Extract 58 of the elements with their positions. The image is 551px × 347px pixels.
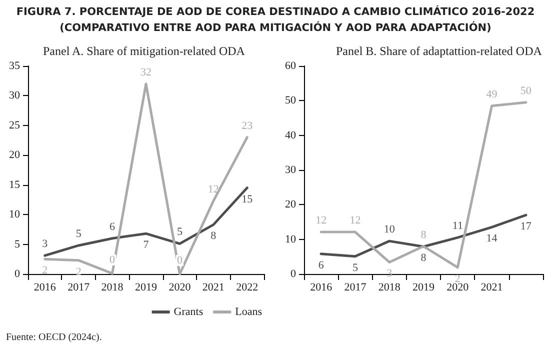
data-label: 2 [42,264,48,277]
y-tick-label: 60 [285,60,296,72]
x-tick-label: 2018 [378,282,401,294]
y-tick-label: 5 [14,238,20,250]
data-label: 49 [486,88,498,100]
x-tick-label: 2016 [310,282,333,294]
data-label: 50 [520,84,532,97]
x-tick-label: 2017 [68,282,90,294]
chart-subtitle: Panel A. Share of mitigation-related ODA [43,44,246,58]
legend-label: Grants [174,306,204,318]
y-tick-label: 30 [285,164,296,176]
data-label: 8 [420,252,427,264]
data-label: 8 [420,228,427,241]
x-tick-label: 2021 [480,282,503,294]
y-tick-label: 10 [9,208,20,221]
data-label: 32 [140,66,152,78]
data-label: 5 [352,262,358,274]
x-tick-label: 2018 [101,282,124,294]
y-tick-label: 40 [285,129,296,142]
data-label: 17 [520,220,532,233]
data-label: 6 [110,220,116,233]
data-label: 6 [318,259,324,272]
y-tick-label: 15 [9,178,20,191]
data-label: 5 [176,226,183,238]
data-label: 11 [452,220,463,232]
y-tick-label: 10 [285,233,296,246]
x-tick-label: 2020 [446,282,470,294]
data-label: 7 [143,239,150,252]
data-label: 8 [210,230,217,242]
y-tick-label: 20 [9,149,20,162]
x-tick-label: 2019 [412,282,435,294]
x-tick-label: 2020 [168,282,192,294]
x-tick-label: 2016 [34,282,56,294]
x-tick-label: 2019 [135,282,158,294]
data-label: 12 [350,214,361,227]
y-tick-label: 35 [9,60,20,72]
y-tick-label: 50 [285,94,296,107]
data-label: 5 [76,228,82,240]
data-label: 14 [486,232,498,245]
y-tick-label: 25 [9,119,20,132]
data-label: 0 [176,254,183,266]
y-tick-label: 30 [9,90,20,102]
y-tick-label: 20 [285,198,296,211]
x-tick-label: 2021 [202,282,224,294]
y-tick-label: 0 [290,268,296,280]
y-tick-label: 0 [14,268,20,280]
x-tick-label: 2017 [344,282,367,294]
data-label: 3 [42,238,48,250]
data-label: 0 [110,254,116,266]
data-label: 10 [384,224,396,236]
source-note: Fuente: OECD (2024c). [6,332,102,343]
data-label: 23 [242,120,254,132]
data-label: 12 [316,214,327,227]
legend-label: Loans [235,306,262,318]
chart-subtitle: Panel B. Share of adaptattion-related ODA [336,44,542,58]
chart-title: FIGURA 7. PORCENTAJE DE AOD DE COREA DESTINADO A CAMBIO CLIMÁTICO 2016-2022 (COMPARATIVO ENTRE AOD PARA MITIGACIÓN Y AOD PARA ADAPTACIÓN) [15,4,536,36]
data-label: 15 [242,193,254,206]
x-tick-label: 2022 [236,282,258,294]
